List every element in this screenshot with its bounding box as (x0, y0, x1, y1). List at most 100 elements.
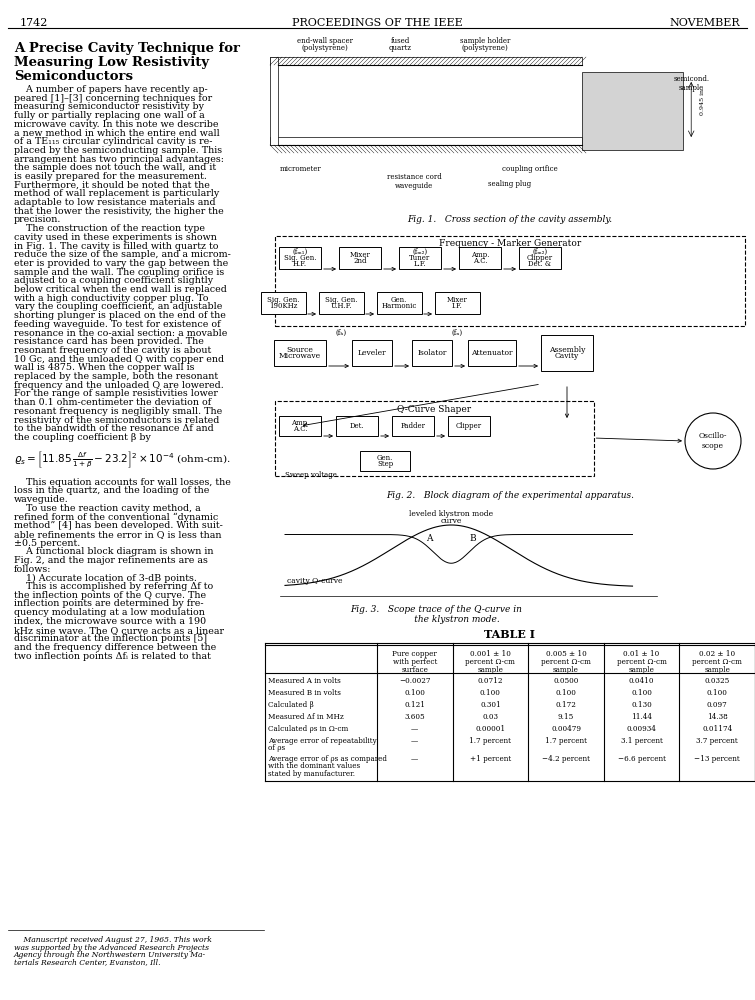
Bar (392, 416, 434, 436)
Text: To use the reaction cavity method, a: To use the reaction cavity method, a (14, 504, 201, 513)
Text: percent Ω-cm: percent Ω-cm (541, 658, 591, 666)
Text: Gen.: Gen. (377, 454, 393, 462)
Bar (275, 401, 593, 476)
Bar (260, 292, 306, 314)
Text: A.C.: A.C. (293, 425, 307, 433)
Text: Fig. 2, and the major refinements are as: Fig. 2, and the major refinements are as (14, 556, 208, 565)
Bar (352, 340, 392, 366)
Text: Assembly: Assembly (549, 346, 585, 354)
Text: 1.7 percent: 1.7 percent (470, 737, 511, 745)
Bar (336, 416, 378, 436)
Text: 11.44: 11.44 (631, 713, 652, 721)
Text: 10 Gc, and the unloaded Q with copper end: 10 Gc, and the unloaded Q with copper en… (14, 355, 224, 364)
Text: 0.0410: 0.0410 (629, 677, 655, 685)
Bar (448, 416, 490, 436)
Text: 0.03: 0.03 (482, 713, 498, 721)
Text: that the lower the resistivity, the higher the: that the lower the resistivity, the high… (14, 207, 223, 216)
Text: is easily prepared for the measurement.: is easily prepared for the measurement. (14, 172, 207, 181)
Text: 0.301: 0.301 (480, 701, 501, 709)
Text: peared [1]–[3] concerning techniques for: peared [1]–[3] concerning techniques for (14, 94, 212, 103)
Text: adaptable to low resistance materials and: adaptable to low resistance materials an… (14, 198, 216, 207)
Text: This is accomplished by referring Δf to: This is accomplished by referring Δf to (14, 582, 213, 591)
Text: Measuring Low Resistivity: Measuring Low Resistivity (14, 56, 209, 69)
Text: Calculated ρs in Ω-cm: Calculated ρs in Ω-cm (268, 725, 348, 733)
Text: index, the microwave source with a 190: index, the microwave source with a 190 (14, 617, 206, 626)
Bar (541, 335, 593, 371)
Text: Det. &: Det. & (528, 260, 552, 268)
Text: −4.2 percent: −4.2 percent (542, 755, 590, 763)
Text: 0.130: 0.130 (631, 701, 652, 709)
Text: method of wall replacement is particularly: method of wall replacement is particular… (14, 189, 219, 198)
Text: Measured Δf in MHz: Measured Δf in MHz (268, 713, 344, 721)
Text: U.H.F.: U.H.F. (330, 302, 352, 310)
Text: Furthermore, it should be noted that the: Furthermore, it should be noted that the (14, 181, 210, 190)
Text: Sig. Gen.: Sig. Gen. (325, 296, 357, 304)
Bar (377, 292, 421, 314)
Bar (270, 137, 582, 145)
Text: vary the coupling coefficient, an adjustable: vary the coupling coefficient, an adjust… (14, 302, 223, 311)
Text: coupling orifice: coupling orifice (502, 165, 558, 173)
Text: Calculated β: Calculated β (268, 701, 314, 709)
Text: Average error of ρs as compared: Average error of ρs as compared (268, 755, 387, 763)
Text: arrangement has two principal advantages:: arrangement has two principal advantages… (14, 155, 224, 164)
Text: Source: Source (287, 346, 313, 354)
Text: 0.100: 0.100 (556, 689, 576, 697)
Text: 0.001 ± 10: 0.001 ± 10 (470, 650, 511, 658)
Text: 0.100: 0.100 (707, 689, 728, 697)
Text: quency modulating at a low modulation: quency modulating at a low modulation (14, 608, 205, 617)
Text: Clipper: Clipper (527, 254, 553, 262)
Text: A functional block diagram is shown in: A functional block diagram is shown in (14, 547, 214, 556)
Text: Fig. 3.   Scope trace of the Q-curve in
              the klystron mode.: Fig. 3. Scope trace of the Q-curve in th… (350, 605, 522, 624)
Text: Sweep voltage: Sweep voltage (285, 471, 337, 479)
Text: kHz sine wave. The Q curve acts as a linear: kHz sine wave. The Q curve acts as a lin… (14, 626, 224, 635)
Text: Tuner: Tuner (409, 254, 430, 262)
Bar (279, 247, 321, 269)
Text: 0.00001: 0.00001 (476, 725, 505, 733)
Text: Agency through the Northwestern University Ma-: Agency through the Northwestern Universi… (14, 951, 206, 959)
Text: sample: sample (704, 666, 730, 674)
Text: cavity used in these experiments is shown: cavity used in these experiments is show… (14, 233, 217, 242)
Text: Sig. Gen.: Sig. Gen. (284, 254, 316, 262)
Text: was supported by the Advanced Research Projects: was supported by the Advanced Research P… (14, 944, 209, 952)
Text: A.C.: A.C. (473, 257, 487, 265)
Bar (399, 247, 441, 269)
Text: percent Ω-cm: percent Ω-cm (466, 658, 516, 666)
Text: resistance cord
waveguide: resistance cord waveguide (387, 173, 442, 190)
Text: wall is 4875. When the copper wall is: wall is 4875. When the copper wall is (14, 363, 195, 372)
Text: resonant frequency is negligibly small. The: resonant frequency is negligibly small. … (14, 407, 222, 416)
Text: Cavity: Cavity (555, 352, 579, 360)
Text: microwave cavity. In this note we describe: microwave cavity. In this note we descri… (14, 120, 218, 129)
Text: H.F.: H.F. (293, 260, 307, 268)
Text: 1.7 percent: 1.7 percent (545, 737, 587, 745)
Text: A Precise Cavity Technique for: A Precise Cavity Technique for (14, 42, 240, 55)
Text: sample: sample (477, 666, 504, 674)
Text: Leveler: Leveler (358, 349, 387, 357)
Text: Oscillo-
scope: Oscillo- scope (698, 432, 727, 450)
Text: NOVEMBER: NOVEMBER (670, 18, 740, 28)
Bar (459, 247, 501, 269)
Text: Measured B in volts: Measured B in volts (268, 689, 341, 697)
Text: than 0.1 ohm-centimeter the deviation of: than 0.1 ohm-centimeter the deviation of (14, 398, 211, 407)
Text: percent Ω-cm: percent Ω-cm (692, 658, 742, 666)
Text: feeding waveguide. To test for existence of: feeding waveguide. To test for existence… (14, 320, 220, 329)
Text: loss in the quartz, and the loading of the: loss in the quartz, and the loading of t… (14, 486, 209, 495)
Text: a new method in which the entire end wall: a new method in which the entire end wal… (14, 128, 220, 137)
Text: $\varrho_s = \left[11.85\,\frac{\Delta f}{1+\beta} - 23.2\right]^2 \times 10^{-4: $\varrho_s = \left[11.85\,\frac{\Delta f… (14, 450, 231, 470)
Text: resonant frequency of the cavity is about: resonant frequency of the cavity is abou… (14, 346, 211, 355)
Text: placed by the semiconducting sample. This: placed by the semiconducting sample. Thi… (14, 146, 222, 155)
Text: Amp.: Amp. (471, 251, 489, 259)
Text: cavity Q-curve: cavity Q-curve (287, 577, 343, 585)
Text: —: — (411, 755, 418, 763)
Bar (412, 340, 452, 366)
Text: fully or partially replacing one wall of a: fully or partially replacing one wall of… (14, 111, 205, 120)
Bar (270, 57, 278, 145)
Text: 0.097: 0.097 (707, 701, 728, 709)
Text: 3.605: 3.605 (405, 713, 425, 721)
Bar (279, 416, 321, 436)
Text: frequency and the unloaded Q are lowered.: frequency and the unloaded Q are lowered… (14, 381, 223, 390)
Text: (fₘ₂): (fₘ₂) (412, 248, 427, 256)
Text: Mixer: Mixer (446, 296, 467, 304)
Text: 0.0325: 0.0325 (704, 677, 730, 685)
Text: discriminator at the inflection points [5]: discriminator at the inflection points [… (14, 634, 207, 643)
Text: shorting plunger is placed on the end of the: shorting plunger is placed on the end of… (14, 311, 226, 320)
